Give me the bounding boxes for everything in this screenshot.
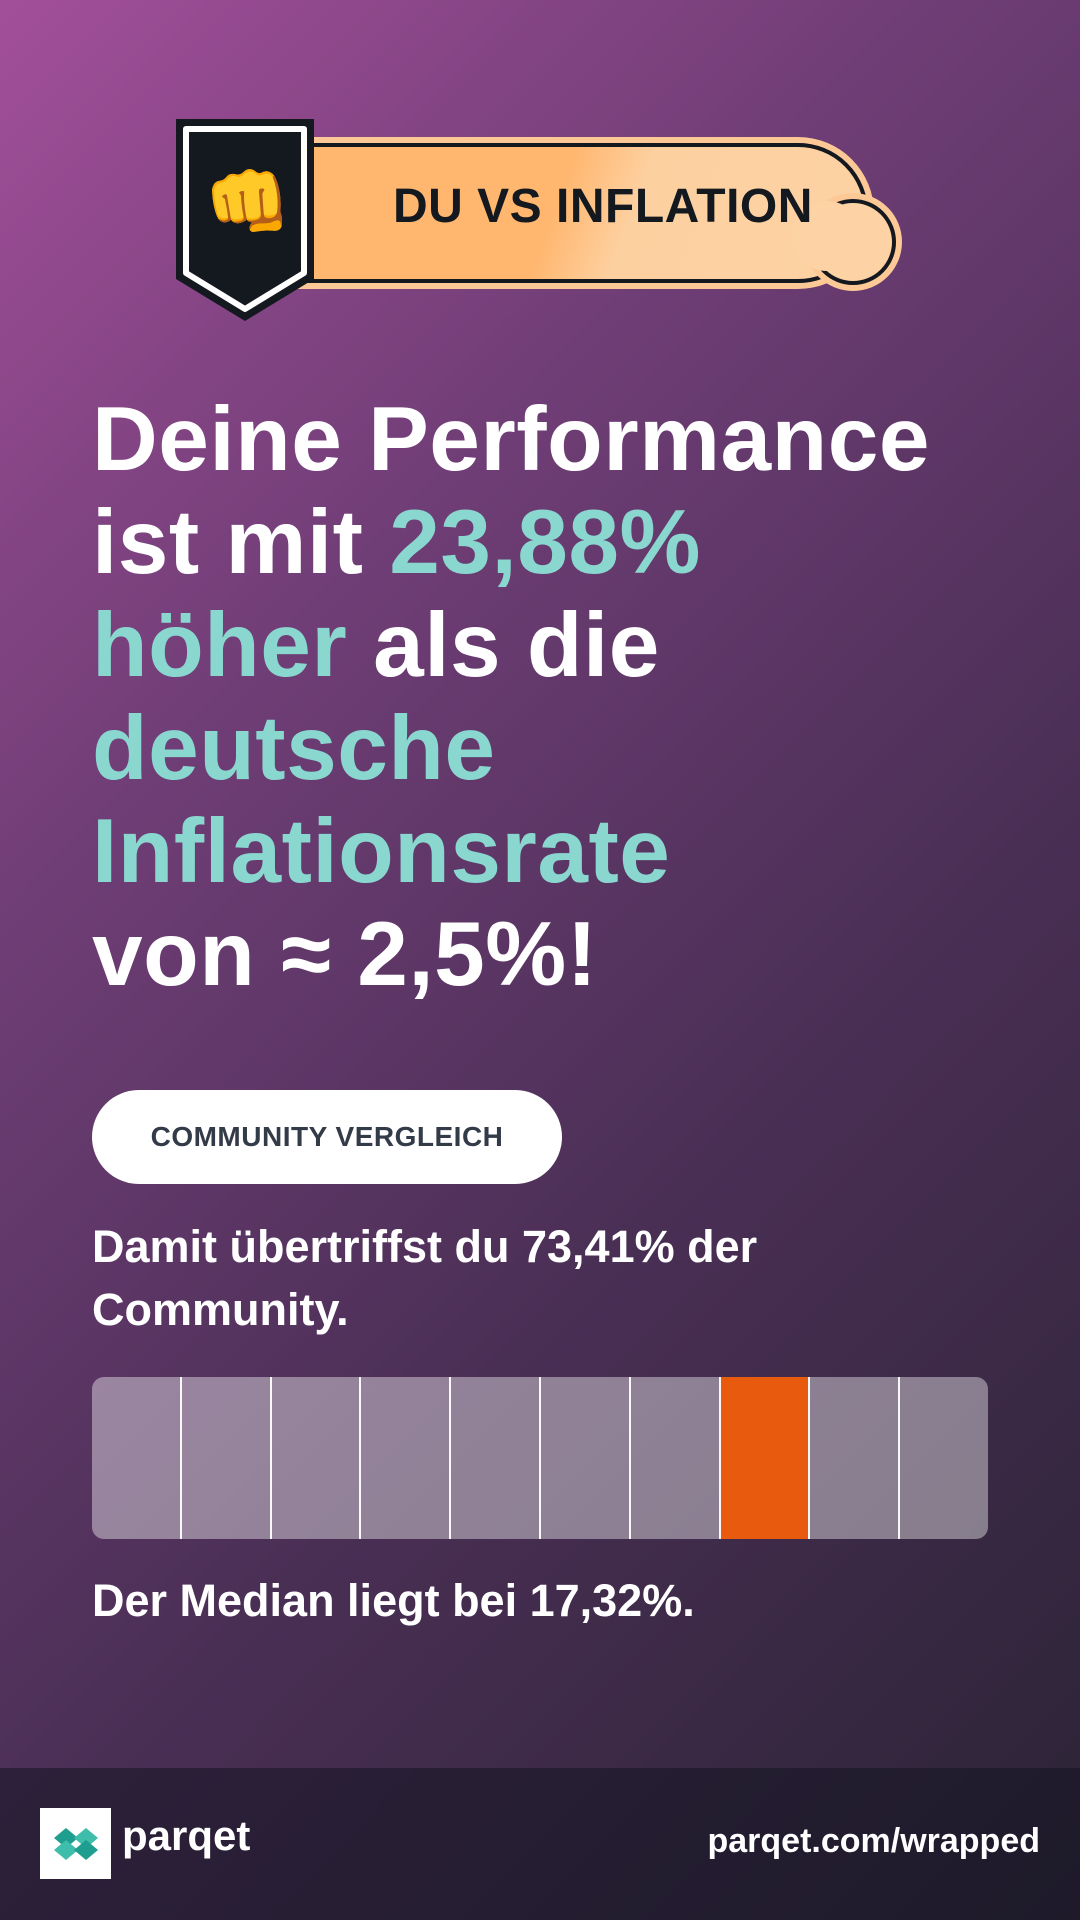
headline-line-6: von ≈ 2,5%! [92, 904, 598, 1005]
percentile-segment-active [718, 1377, 809, 1539]
category-badge: DU VS INFLATION 👊 [170, 115, 896, 325]
median-text: Der Median liegt bei 17,32%. [92, 1575, 695, 1626]
footer: parqet parqet.com/wrapped [0, 1768, 1080, 1920]
community-compare-label: COMMUNITY VERGLEICH [92, 1090, 562, 1184]
community-compare-text: Damit übertriffst du 73,41% der Communit… [92, 1221, 758, 1335]
percentile-segment [898, 1377, 988, 1539]
fist-bump-icon: 👊 [204, 163, 292, 241]
percentile-segment [92, 1377, 180, 1539]
badge-ribbon [300, 143, 896, 285]
headline-line-2: ist mit 23,88% [92, 492, 701, 593]
headline-line-5: Inflationsrate [92, 801, 671, 902]
parqet-logo-icon [40, 1808, 111, 1879]
percentile-segment [179, 1377, 270, 1539]
percentile-segment [538, 1377, 629, 1539]
brand-name: parqet [122, 1812, 251, 1859]
percentile-segment [359, 1377, 450, 1539]
performance-value: 23,88% [389, 492, 701, 593]
percentile-segment [269, 1377, 360, 1539]
wrapped-link[interactable]: parqet.com/wrapped [707, 1822, 1040, 1860]
shield-icon [176, 119, 314, 321]
percentile-segment [449, 1377, 539, 1539]
percentile-segment [628, 1377, 719, 1539]
percentile-segment [808, 1377, 899, 1539]
headline-line-4: deutsche [92, 698, 496, 799]
badge-title: DU VS INFLATION [393, 180, 813, 233]
headline-line-3: höher als die [92, 595, 660, 696]
headline: Deine Performance ist mit 23,88% höher a… [92, 388, 1052, 1006]
percentile-bar [92, 1377, 988, 1539]
headline-line-1: Deine Performance [92, 389, 930, 490]
